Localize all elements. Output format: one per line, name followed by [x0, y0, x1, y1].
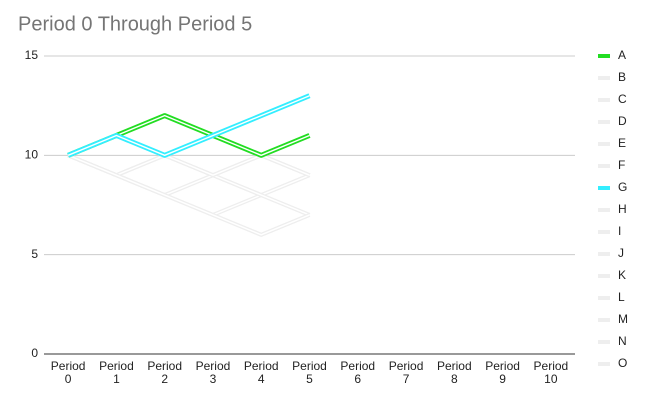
- legend-label: M: [618, 312, 628, 326]
- series-line: [67, 113, 311, 158]
- x-tick-label: Period 6: [340, 359, 376, 386]
- y-tick-label: 15: [25, 48, 39, 62]
- x-tick-label: Period 7: [388, 359, 424, 386]
- x-tick-label: Period 4: [243, 359, 279, 386]
- x-tick-label: Period 1: [99, 359, 134, 386]
- legend-label: F: [618, 158, 625, 172]
- x-tick-label: Period 10: [533, 359, 569, 386]
- series-line-core: [67, 95, 310, 157]
- legend-label: C: [618, 92, 627, 106]
- x-tick-label: Period 0: [50, 359, 86, 386]
- legend-label: I: [618, 224, 621, 238]
- y-tick-label: 10: [25, 148, 39, 162]
- chart-title: Period 0 Through Period 5: [18, 13, 252, 35]
- legend-label: E: [618, 136, 626, 150]
- x-tick-label: Period 2: [147, 359, 183, 386]
- x-tick-label: Period 3: [195, 359, 231, 386]
- y-tick-label: 5: [31, 247, 38, 261]
- y-tick-label: 0: [31, 346, 38, 360]
- legend-label: B: [618, 70, 626, 84]
- x-tick-label: Period 5: [292, 359, 327, 386]
- legend-label: O: [618, 356, 627, 370]
- legend-label: H: [618, 202, 627, 216]
- legend-label: L: [618, 290, 625, 304]
- legend-label: N: [618, 334, 627, 348]
- series-line-core: [67, 154, 310, 236]
- legend-label: A: [618, 48, 626, 62]
- legend-label: J: [618, 246, 624, 260]
- legend-label: D: [618, 114, 627, 128]
- x-tick-label: Period 9: [485, 359, 520, 386]
- legend-label: K: [618, 268, 626, 282]
- legend-label: G: [618, 180, 627, 194]
- x-tick-label: Period 8: [436, 359, 472, 386]
